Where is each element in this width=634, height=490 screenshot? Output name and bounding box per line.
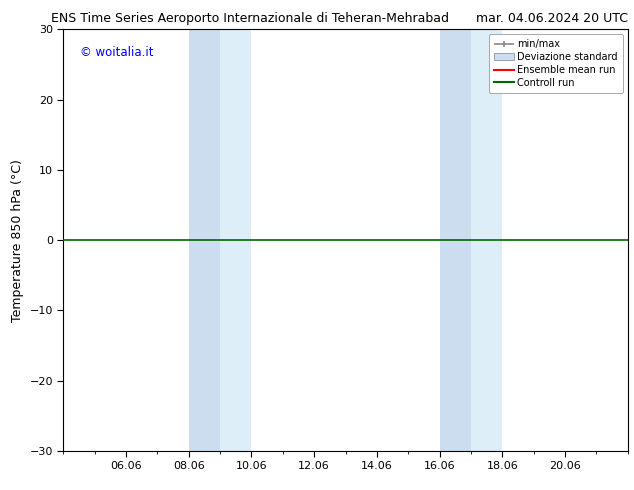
Legend: min/max, Deviazione standard, Ensemble mean run, Controll run: min/max, Deviazione standard, Ensemble m… bbox=[489, 34, 623, 93]
Bar bbox=[471, 29, 502, 451]
Text: mar. 04.06.2024 20 UTC: mar. 04.06.2024 20 UTC bbox=[476, 12, 628, 25]
Bar bbox=[220, 29, 252, 451]
Text: © woitalia.it: © woitalia.it bbox=[81, 46, 154, 59]
Bar bbox=[439, 29, 471, 451]
Y-axis label: Temperature 850 hPa (°C): Temperature 850 hPa (°C) bbox=[11, 159, 24, 321]
Text: ENS Time Series Aeroporto Internazionale di Teheran-Mehrabad: ENS Time Series Aeroporto Internazionale… bbox=[51, 12, 449, 25]
Bar bbox=[189, 29, 220, 451]
